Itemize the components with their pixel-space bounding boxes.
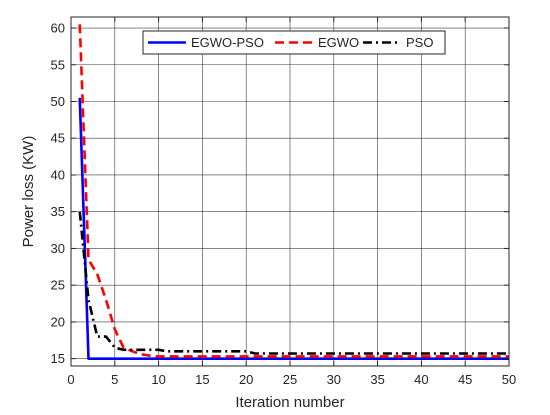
y-tick-label: 50 (51, 94, 65, 109)
series-line-egwo (78, 24, 509, 358)
x-tick-label: 10 (151, 372, 165, 387)
series-line-egwo-pso (78, 97, 509, 360)
y-tick-label: 15 (51, 351, 65, 366)
x-tick-label: 5 (111, 372, 118, 387)
x-tick-label: 25 (283, 372, 297, 387)
y-tick-label: 35 (51, 204, 65, 219)
y-tick-label: 55 (51, 57, 65, 72)
legend-label: EGWO-PSO (191, 35, 264, 50)
tick-labels: 0 5 10 15 20 25 30 35 40 45 50 15 20 25 30 35 40 45 50 55 60 (51, 21, 517, 387)
x-axis-label: Iteration number (235, 394, 344, 411)
y-tick-label: 30 (51, 241, 65, 256)
series-line-pso (78, 211, 509, 355)
x-tick-label: 35 (370, 372, 384, 387)
legend: EGWO-PSO EGWO PSO (142, 30, 446, 55)
x-tick-label: 50 (502, 372, 516, 387)
x-tick-label: 20 (239, 372, 253, 387)
legend-label: EGWO (318, 35, 359, 50)
axis-ticks (70, 17, 510, 366)
y-tick-label: 20 (51, 314, 65, 329)
y-tick-label: 40 (51, 167, 65, 182)
y-axis-label: Power loss (KW) (20, 136, 37, 248)
x-tick-label: 40 (414, 372, 428, 387)
y-tick-label: 45 (51, 131, 65, 146)
y-tick-label: 60 (51, 21, 65, 36)
x-tick-label: 15 (195, 372, 209, 387)
legend-label: PSO (406, 35, 433, 50)
x-tick-label: 0 (67, 372, 74, 387)
x-tick-label: 30 (327, 372, 341, 387)
x-tick-label: 45 (458, 372, 472, 387)
y-tick-label: 25 (51, 278, 65, 293)
series-layer (78, 24, 509, 360)
